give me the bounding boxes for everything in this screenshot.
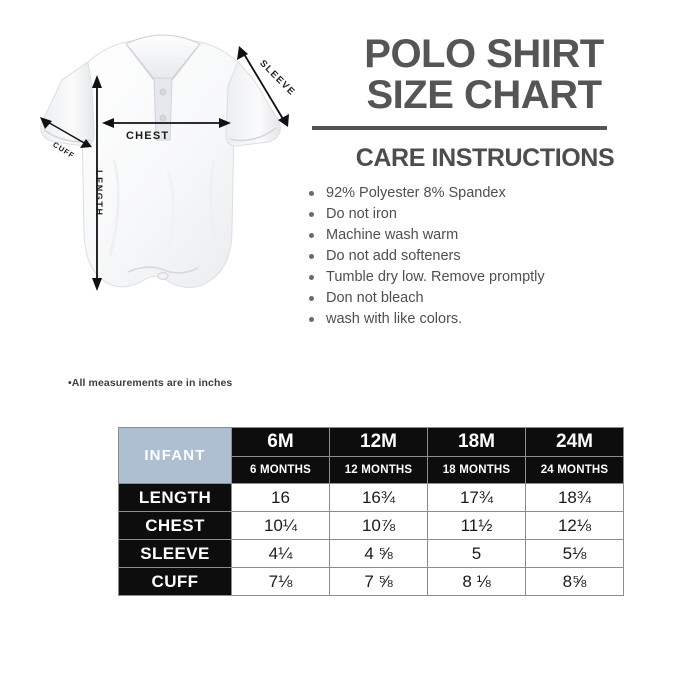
column-header-size-1: 6M xyxy=(231,427,330,457)
cell-chest-12m: 10⅞ xyxy=(329,511,428,540)
column-header-size-2: 12M xyxy=(329,427,428,457)
bullet-icon xyxy=(309,254,314,259)
cell-sleeve-24m: 5⅛ xyxy=(525,539,624,568)
cell-sleeve-12m: 4 ⅝ xyxy=(329,539,428,568)
cell-length-6m: 16 xyxy=(231,483,330,512)
chest-dimension-label: CHEST xyxy=(126,130,170,142)
row-header-chest: CHEST xyxy=(118,511,232,540)
measurement-arrows xyxy=(40,46,289,291)
list-item: wash with like colors. xyxy=(305,309,680,330)
cell-cuff-12m: 7 ⅝ xyxy=(329,567,428,596)
list-item: Tumble dry low. Remove promptly xyxy=(305,267,680,288)
cell-length-24m: 18¾ xyxy=(525,483,624,512)
list-item-label: Machine wash warm xyxy=(326,227,459,243)
cell-chest-18m: 11½ xyxy=(427,511,526,540)
column-subheader-size-1: 6 MONTHS xyxy=(231,456,330,484)
table-row: CUFF 7⅛ 7 ⅝ 8 ⅛ 8⅝ xyxy=(118,567,624,596)
cell-length-12m: 16¾ xyxy=(329,483,428,512)
column-header-size-3: 18M xyxy=(427,427,526,457)
list-item: Do not add softeners xyxy=(305,246,680,267)
care-instructions-heading: CARE INSTRUCTIONS xyxy=(355,144,615,172)
list-item-label: Don not bleach xyxy=(326,290,424,306)
cell-chest-6m: 10¼ xyxy=(231,511,330,540)
list-item: 92% Polyester 8% Spandex xyxy=(305,183,680,204)
title-line-1: POLO SHIRT xyxy=(364,32,604,76)
polo-shirt-graphic xyxy=(40,34,289,291)
row-header-length: LENGTH xyxy=(118,483,232,512)
page-title: POLO SHIRT SIZE CHART xyxy=(300,34,680,116)
bullet-icon xyxy=(309,212,314,217)
cell-cuff-6m: 7⅛ xyxy=(231,567,330,596)
garment-illustration: CHEST LENGTH SLEEVE CUFF •All measuremen… xyxy=(18,20,308,389)
bullet-icon xyxy=(309,191,314,196)
list-item: Machine wash warm xyxy=(305,225,680,246)
column-subheader-size-3: 18 MONTHS xyxy=(427,456,526,484)
title-line-2: SIZE CHART xyxy=(366,73,603,117)
list-item: Do not iron xyxy=(305,204,680,225)
table-row: LENGTH 16 16¾ 17¾ 18¾ xyxy=(118,483,624,512)
column-subheader-size-4: 24 MONTHS xyxy=(525,456,624,484)
table-header-row-secondary: 6 MONTHS 12 MONTHS 18 MONTHS 24 MONTHS xyxy=(119,456,624,484)
info-panel: POLO SHIRT SIZE CHART CARE INSTRUCTIONS … xyxy=(300,34,680,330)
care-instructions-list: 92% Polyester 8% Spandex Do not iron Mac… xyxy=(300,183,680,330)
list-item: Don not bleach xyxy=(305,288,680,309)
cell-length-18m: 17¾ xyxy=(427,483,526,512)
cell-cuff-24m: 8⅝ xyxy=(525,567,624,596)
bullet-icon xyxy=(309,296,314,301)
length-dimension-label: LENGTH xyxy=(94,170,104,217)
cell-sleeve-18m: 5 xyxy=(427,539,526,568)
bullet-icon xyxy=(309,275,314,280)
cell-sleeve-6m: 4¼ xyxy=(231,539,330,568)
bullet-icon xyxy=(309,233,314,238)
shirt-body-shape xyxy=(40,34,281,288)
size-chart-table: INFANT 6M 12M 18M 24M 6 MONTHS 12 MONTHS… xyxy=(118,427,624,596)
table-row: CHEST 10¼ 10⅞ 11½ 12⅛ xyxy=(118,511,624,540)
cell-cuff-18m: 8 ⅛ xyxy=(427,567,526,596)
size-chart-table-wrapper: INFANT 6M 12M 18M 24M 6 MONTHS 12 MONTHS… xyxy=(118,427,624,596)
column-subheader-size-2: 12 MONTHS xyxy=(329,456,428,484)
table-header-row-primary: INFANT 6M 12M 18M 24M xyxy=(118,427,624,484)
title-divider xyxy=(312,126,607,130)
list-item-label: wash with like colors. xyxy=(326,311,463,327)
row-header-sleeve: SLEEVE xyxy=(118,539,232,568)
list-item-label: Do not iron xyxy=(326,206,397,222)
list-item-label: Do not add softeners xyxy=(326,248,461,264)
column-header-size-4: 24M xyxy=(525,427,624,457)
category-header-infant: INFANT xyxy=(118,427,232,484)
list-item-label: 92% Polyester 8% Spandex xyxy=(326,185,506,201)
list-item-label: Tumble dry low. Remove promptly xyxy=(326,269,545,285)
cell-chest-24m: 12⅛ xyxy=(525,511,624,540)
measurement-units-footnote: •All measurements are in inches xyxy=(68,377,233,389)
row-header-cuff: CUFF xyxy=(118,567,232,596)
table-row: SLEEVE 4¼ 4 ⅝ 5 5⅛ xyxy=(118,539,624,568)
bullet-icon xyxy=(309,317,314,322)
